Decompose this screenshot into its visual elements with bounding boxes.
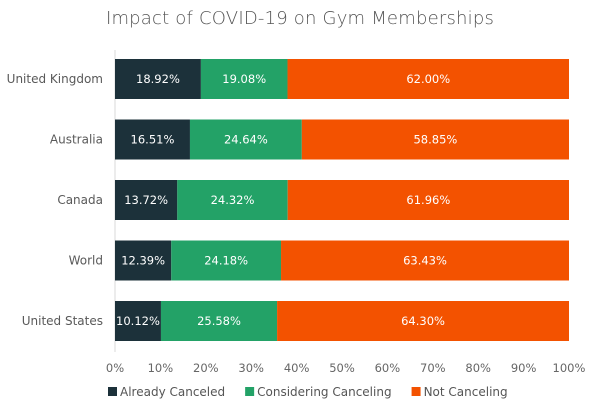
data-label: 10.12%	[116, 314, 160, 328]
bar-segment	[277, 301, 569, 341]
data-label: 63.43%	[403, 254, 447, 268]
legend-label: Considering Canceling	[257, 385, 391, 399]
category-label: United Kingdom	[7, 72, 103, 86]
x-tick-label: 0%	[106, 361, 124, 375]
data-label: 25.58%	[197, 314, 241, 328]
bar-segment	[115, 240, 172, 281]
data-label: 19.08%	[222, 72, 266, 86]
x-tick-label: 10%	[148, 361, 174, 375]
category-label: Canada	[57, 193, 103, 207]
data-label: 62.00%	[406, 72, 450, 86]
x-tick-label: 70%	[420, 361, 446, 375]
bar-segment	[171, 240, 282, 281]
x-tick-label: 40%	[284, 361, 310, 375]
data-label: 18.92%	[136, 72, 180, 86]
bar-segment	[177, 180, 288, 220]
legend-label: Already Canceled	[120, 385, 225, 399]
data-label: 24.32%	[211, 193, 255, 207]
bar-segment	[160, 301, 278, 341]
data-label: 24.18%	[204, 254, 248, 268]
data-label: 64.30%	[401, 314, 445, 328]
category-label: United States	[22, 314, 103, 328]
data-label: 13.72%	[124, 193, 168, 207]
bar-segment	[115, 180, 178, 220]
category-label: World	[69, 254, 103, 268]
x-tick-label: 100%	[553, 361, 586, 375]
data-label: 16.51%	[131, 133, 175, 147]
x-tick-label: 60%	[375, 361, 401, 375]
legend-swatch	[411, 387, 421, 396]
bar-segment	[115, 119, 190, 160]
bar-segment	[200, 59, 288, 99]
chart-title: Impact of COVID-19 on Gym Memberships	[105, 8, 495, 29]
x-tick-label: 90%	[511, 361, 537, 375]
x-tick-label: 80%	[465, 361, 491, 375]
bar-segment	[115, 301, 161, 341]
legend-label: Not Canceling	[424, 385, 508, 399]
data-label: 61.96%	[406, 193, 450, 207]
bar-segment	[287, 180, 569, 220]
legend-swatch	[245, 387, 255, 396]
bar-segment	[287, 59, 569, 99]
bar-segment	[189, 119, 302, 160]
x-tick-label: 20%	[193, 361, 219, 375]
bar-segment	[301, 119, 569, 160]
bar-segment	[281, 240, 569, 281]
legend-swatch	[108, 387, 117, 396]
data-label: 24.64%	[224, 133, 268, 147]
x-tick-label: 30%	[238, 361, 264, 375]
data-label: 12.39%	[121, 254, 165, 268]
bar-segment	[115, 59, 201, 99]
category-label: Australia	[50, 133, 103, 147]
data-label: 58.85%	[413, 133, 457, 147]
x-tick-label: 50%	[329, 361, 355, 375]
